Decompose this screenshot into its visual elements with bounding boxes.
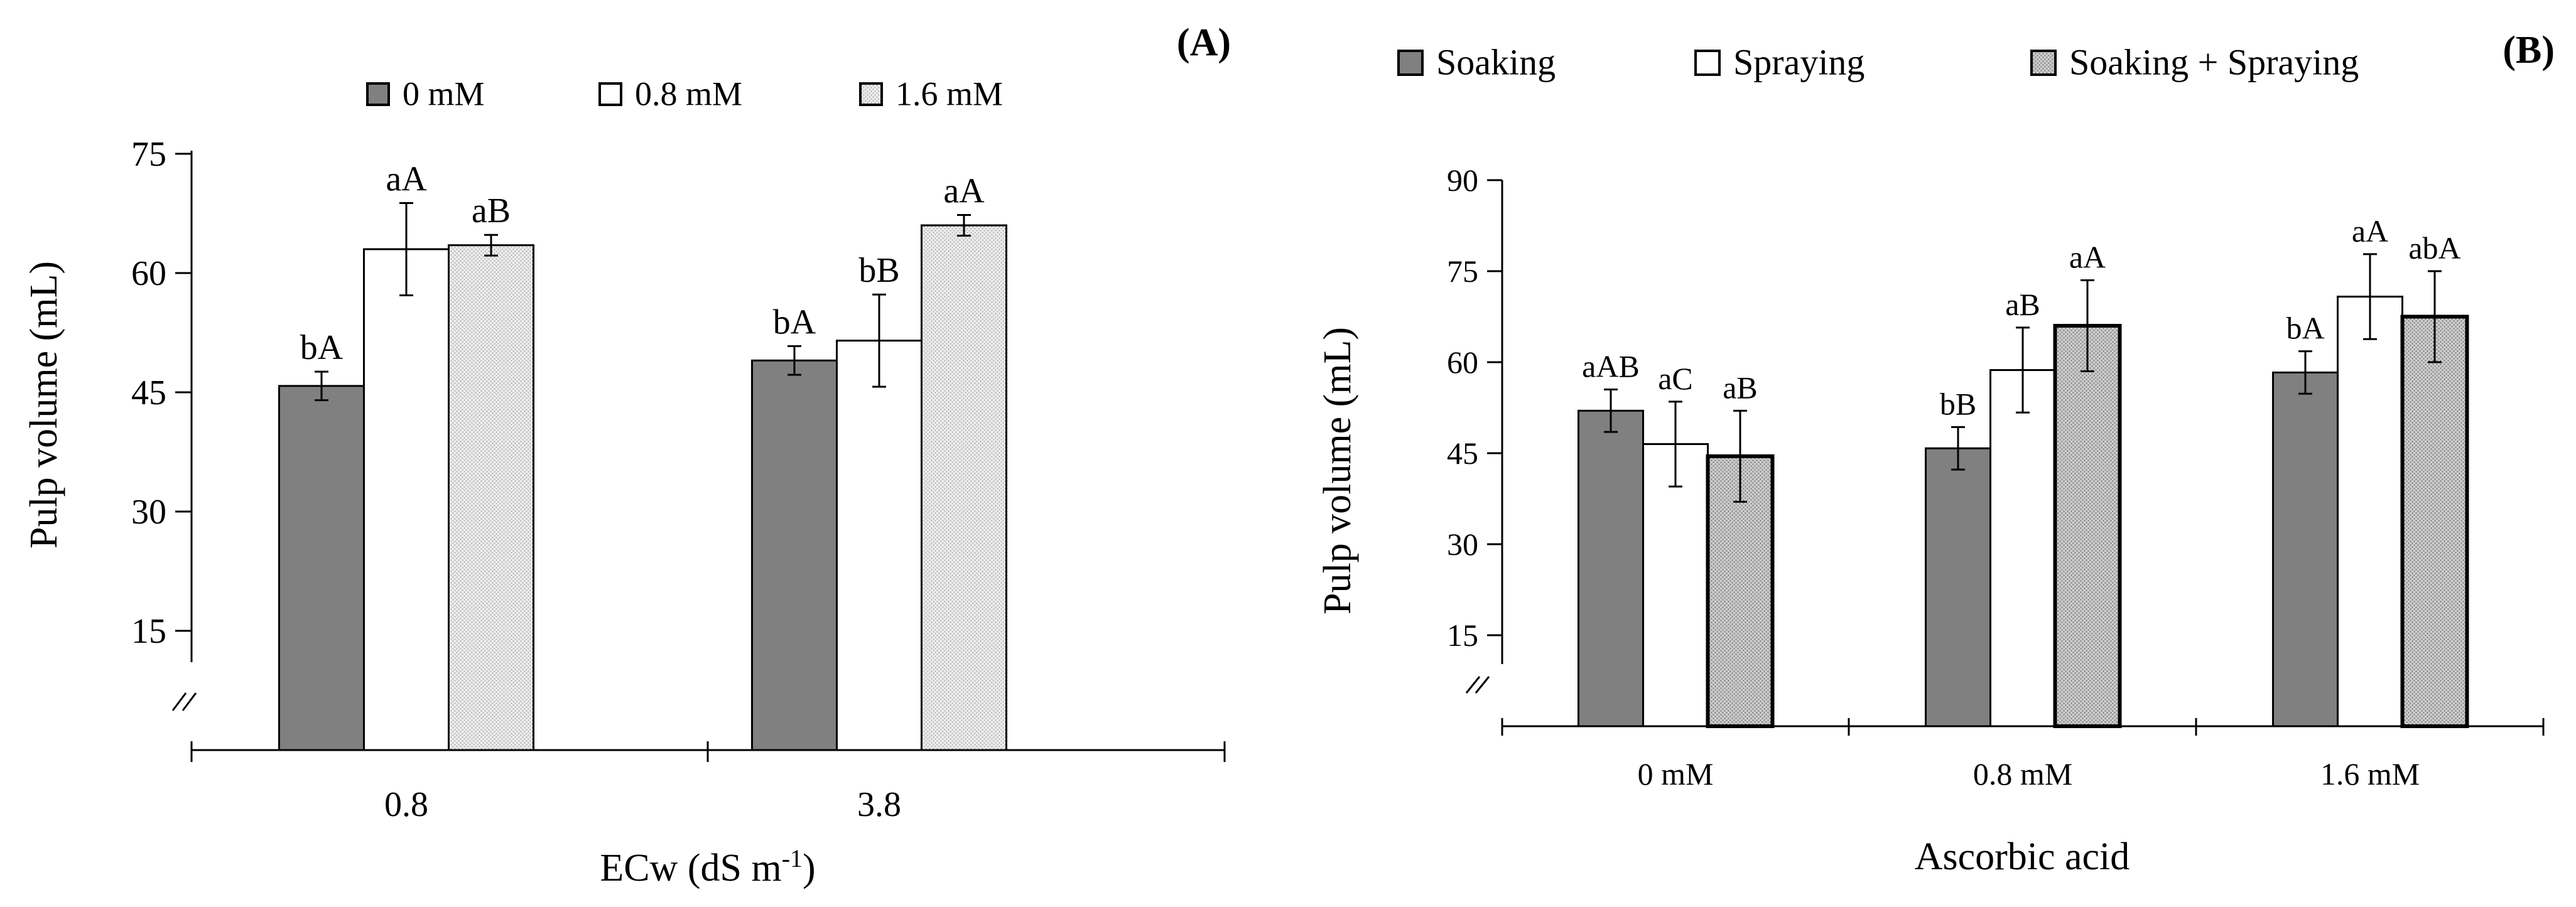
panel-b-error-bar [1951,426,1965,471]
panel-a-legend-label: 0.8 mM [635,75,742,112]
panel-b-error-bar [2016,326,2030,414]
panel-b-legend-label: Soaking [1436,42,1556,83]
panel-b-legend-label: Soaking + Spraying [2069,42,2359,83]
panel-b-error-bar [2428,270,2442,363]
panel-a-error-bar [957,214,971,237]
panel-b-x-categories: 0 mM 0.8 mM 1.6 mM [1638,756,2420,792]
panel-a-x-axis-title-sup: -1 [782,844,803,872]
panel-a-error-bar [787,345,801,376]
panel-b-error-bar [2363,253,2377,340]
panel-a-bar-0-mm-3-8 [751,359,838,751]
panel-a-error-bar [484,233,498,257]
panel-b-legend-swatch [1397,50,1424,76]
panel-a-x-categories: 0.8 3.8 [384,785,901,824]
panel-b-y-ticks: 15 30 45 60 75 90 [1447,163,1502,653]
panel-b-y-axis-title: Pulp volume (mL) [1316,327,1359,615]
panel-a-axis-break-1 [171,692,187,711]
panel-b-y-tick-label: 75 [1447,254,1478,289]
panel-a-y-tick-label: 15 [131,612,166,651]
panel-b-legend-swatch [2030,50,2057,76]
panel-a-significance-label: bB [858,251,899,290]
panel-a-bar-0-8-mm-3-8 [836,340,923,751]
panel-b-legend-swatch [1694,50,1721,76]
panel-b-bar-soaking-1-6-mm [2272,371,2339,727]
panel-b-y-tick-label: 60 [1447,345,1478,380]
panel-a-x-category-label: 0.8 [384,785,428,824]
panel-a-x-axis-title: ECw (dS m-1) [600,844,815,890]
panel-b-legend-label: Spraying [1733,42,1864,83]
panel-a-legend-swatch [598,82,622,106]
panel-b-axis-break-1 [1465,676,1481,694]
panel-a-legend-swatch [366,82,390,106]
panel-a-error-bar [315,370,328,402]
panel-a-significance-label: aA [386,160,427,199]
panel-a-legend-label: 1.6 mM [896,75,1003,112]
panel-a-significance-label: bA [773,303,816,342]
panel-b-x-axis-title: Ascorbic acid [1915,835,2130,878]
panel-a-legend: 0 mM 0.8 mM 1.6 mM [366,75,1003,112]
panel-a-y-tick-label: 30 [131,493,166,532]
panel-b-significance-label: aA [2352,213,2388,249]
panel-a-y-axis-title: Pulp volume (mL) [23,261,65,549]
panel-a-legend-label: 0 mM [403,75,485,112]
panel-a-bar-0-mm-0-8 [278,385,365,751]
panel-b-chart: (B) Soaking Spraying Soaking + Spraying Pu… [1316,29,2555,878]
panel-b-significance-label: bB [1940,386,1976,421]
panel-b-bar-soaking-spraying-1-6-mm [2400,314,2469,728]
panel-b-legend: Soaking Spraying Soaking + Spraying [1397,42,2359,83]
panel-a-bars: bA aA aB bA bB aA [278,160,1007,751]
panel-b-error-bar [1733,409,1747,503]
panel-a-legend-swatch [859,82,883,106]
panel-b-label: (B) [2503,29,2555,72]
panel-a-y-ticks: 15 30 45 60 75 [131,135,192,651]
panel-b-x-category-label: 0.8 mM [1973,756,2072,792]
panel-b-x-category-label: 1.6 mM [2320,756,2420,792]
panel-a-label: (A) [1177,21,1231,64]
panel-b-error-bar [1604,389,1618,433]
panel-b-bar-soaking-spraying-0-8-mm [2053,324,2122,728]
panel-b-bars: aAB aC aB bB aB aA bA aA abA [1578,213,2469,728]
panel-a-x-axis-title-close: ) [803,847,816,889]
panel-b-significance-label: aB [2005,287,2040,322]
panel-a-y-tick-label: 60 [131,254,166,293]
panel-b-significance-label: aC [1658,361,1693,396]
panel-b-x-category-label: 0 mM [1638,756,1714,792]
panel-a-significance-label: aB [472,191,511,230]
panel-a-x-category-label: 3.8 [857,785,901,824]
panel-b-axis-break-2 [1475,676,1490,694]
panel-a-bar-1-6-mm-3-8 [921,224,1007,751]
panel-b-significance-label: aB [1723,370,1758,405]
panel-b-y-tick-label: 90 [1447,163,1478,198]
panel-a-axis-break-2 [181,692,197,711]
panel-b-bar-spraying-1-6-mm [2337,296,2403,727]
panel-b-y-tick-label: 15 [1447,618,1478,653]
panel-a-x-axis-title-main: ECw (dS m [600,847,781,889]
panel-b-significance-label: abA [2408,230,2460,266]
panel-b-error-bar [2081,279,2094,372]
panel-b-significance-label: bA [2286,311,2324,346]
panel-a-bar-1-6-mm-0-8 [448,244,534,751]
panel-b-y-tick-label: 45 [1447,436,1478,471]
panel-a-significance-label: aA [943,172,985,211]
panel-b-error-bar [1669,400,1682,488]
panel-b-y-tick-label: 30 [1447,527,1478,562]
panel-a-error-bar [872,293,886,388]
panel-a-bar-0-8-mm-0-8 [363,248,450,751]
panel-b-error-bar [2298,350,2312,395]
panel-b-significance-label: aA [2069,240,2106,275]
panel-b-bar-spraying-0-8-mm [1989,369,2056,727]
panel-b-bar-soaking-0-mm [1578,409,1644,727]
panel-b-significance-label: aAB [1582,349,1640,384]
panel-a-error-bar [399,202,413,296]
panel-a-chart: (A) 0 mM 0.8 mM 1.6 mM Pulp volume (mL) 15… [23,21,1231,889]
panel-a-significance-label: bA [300,328,344,367]
panel-a-y-tick-label: 75 [131,135,166,174]
panel-b-bar-soaking-0-8-mm [1925,447,1991,727]
panel-a-y-tick-label: 45 [131,373,166,412]
